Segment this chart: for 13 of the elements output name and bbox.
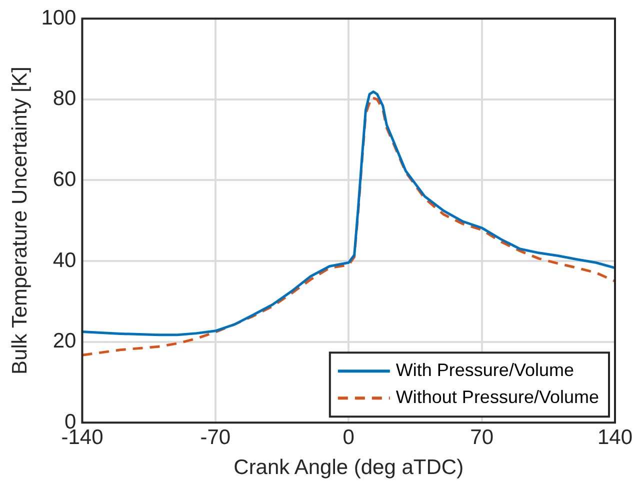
x-tick-label: 140 <box>597 426 633 449</box>
x-tick-label: 70 <box>470 426 494 449</box>
x-axis-title: Crank Angle (deg aTDC) <box>234 456 464 480</box>
y-tick-label: 100 <box>41 6 76 30</box>
y-tick-label: 20 <box>52 330 76 353</box>
y-tick-label: 60 <box>52 168 76 191</box>
y-axis-title: Bulk Temperature Uncertainty [K] <box>8 66 32 374</box>
legend-label: Without Pressure/Volume <box>396 387 600 408</box>
y-tick-label: 40 <box>52 248 76 272</box>
x-tick-label: -70 <box>200 426 231 449</box>
legend-label: With Pressure/Volume <box>396 360 574 380</box>
x-tick-label: 0 <box>342 426 354 449</box>
y-tick-label: 80 <box>52 87 76 110</box>
